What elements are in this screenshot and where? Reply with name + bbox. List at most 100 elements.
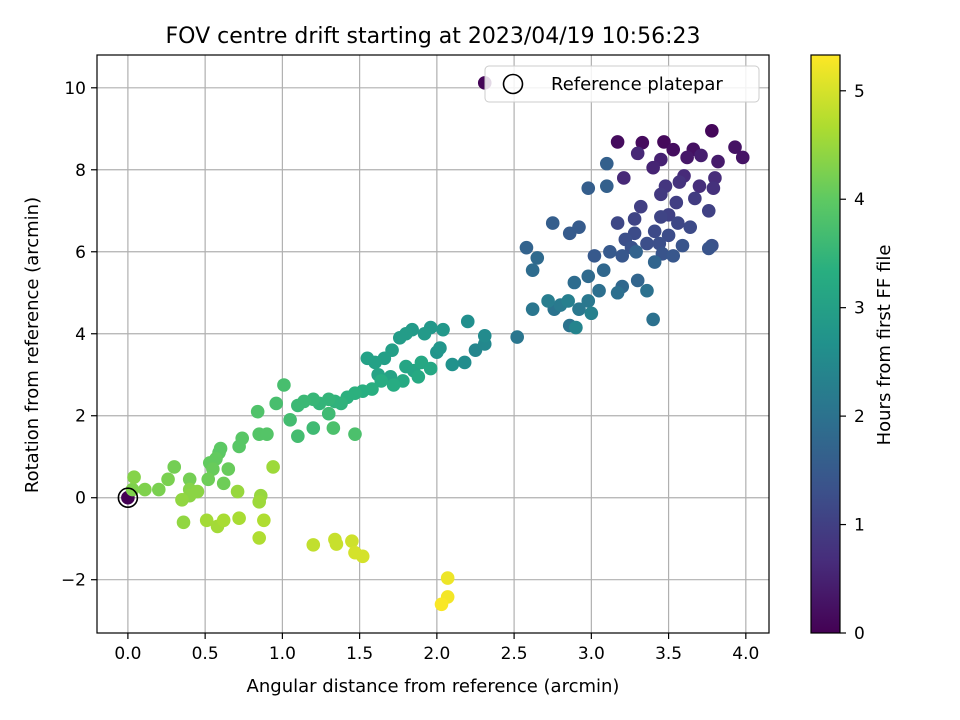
scatter-point [569,320,583,335]
scatter-point [201,472,216,487]
y-tick-label: −2 [61,571,86,591]
scatter-point [260,427,274,441]
scatter-point [610,135,625,149]
scatter-point [269,396,284,411]
scatter-point [694,148,708,163]
scatter-point [692,179,707,193]
scatter-point [519,240,534,255]
scatter-point [683,220,698,234]
scatter-point [291,429,305,444]
x-tick-label: 3.0 [578,644,605,664]
scatter-point [671,216,685,230]
reference-platepar-marker [117,487,139,509]
y-tick-label: 8 [75,161,86,181]
reference-marker [117,487,139,509]
scatter-point [151,482,166,497]
chart-title: FOV centre drift starting at 2023/04/19 … [166,24,701,49]
scatter-point [206,462,220,476]
scatter-point [257,513,271,528]
scatter-point [182,472,197,487]
scatter-point [423,361,438,376]
scatter-point [266,460,280,474]
scatter-point [581,181,596,196]
scatter-point [581,269,596,284]
scatter-point [252,531,267,545]
scatter-point [647,255,662,269]
scatter-point [510,330,524,344]
legend-box [484,65,760,103]
scatter-point [127,470,141,485]
scatter-point [657,135,671,149]
y-tick-label: 2 [75,407,86,427]
scatter-point [629,244,643,259]
scatter-point [530,251,545,265]
x-tick-label: 2.5 [501,644,528,664]
scatter-point [213,441,228,456]
scatter-point [630,273,645,288]
scatter-point [633,199,648,214]
x-axis-label: Angular distance from reference (arcmin) [247,676,620,697]
scatter-point [386,378,401,392]
y-tick-label: 6 [75,243,86,263]
scatter-point [175,492,189,507]
scatter-point [445,357,460,372]
scatter-point [708,171,722,185]
scatter-point [701,241,716,256]
scatter-point [345,534,359,548]
colorbar-ticks: 0 1 2 3 4 5 [840,82,865,644]
scatter-point [640,236,654,251]
scatter-point [545,216,560,230]
scatter-point [635,135,650,150]
scatter-point [306,538,321,552]
scatter-point [572,302,586,316]
scatter-point [440,571,455,585]
scatter-point [584,306,599,321]
colorbar-label: Hours from first FF file [874,245,895,446]
scatter-point [176,515,191,530]
scatter-point [392,331,407,345]
scatter-point [661,228,676,243]
scatter-point [610,216,625,230]
scatter-point [525,302,540,316]
scatter-point [666,249,681,263]
scatter-point [680,150,694,165]
colorbar-tick-label: 4 [854,190,865,210]
scatter-point [561,294,575,308]
scatter-point [321,406,336,421]
x-tick-label: 1.0 [269,644,296,664]
scatter-point [572,220,586,234]
scatter-point [610,285,625,300]
scatter-point [705,124,719,138]
scatter-point [669,195,684,210]
scatter-point [640,283,654,298]
scatter-point [283,413,297,427]
scatter-point [587,249,602,263]
colorbar-tick-label: 1 [854,516,865,536]
scatter-point [199,513,214,528]
data-points [121,76,750,612]
x-tick-label: 0.5 [192,644,219,664]
scatter-point [138,482,152,497]
scatter-point [647,224,662,239]
scatter-point [728,140,742,155]
scatter-point [603,244,617,259]
scatter-point [221,462,236,476]
scatter-point [672,175,687,189]
y-axis-ticks: −2 0 2 4 6 8 10 [61,79,97,591]
colorbar: 0 1 2 3 4 5 Hours from first FF file [810,54,895,644]
scatter-point [735,150,750,165]
scatter-point [477,329,492,343]
scatter-point [348,427,362,441]
scatter-point [250,404,265,419]
scatter-point [541,294,555,308]
legend: Reference platepar [484,65,760,103]
scatter-point [277,378,291,392]
scatter-point [216,476,231,491]
scatter-point [567,275,582,290]
x-tick-label: 0.0 [114,644,141,664]
scatter-point [411,369,426,384]
scatter-point [232,511,246,526]
scatter-point [434,597,449,612]
scatter-point [599,156,614,171]
